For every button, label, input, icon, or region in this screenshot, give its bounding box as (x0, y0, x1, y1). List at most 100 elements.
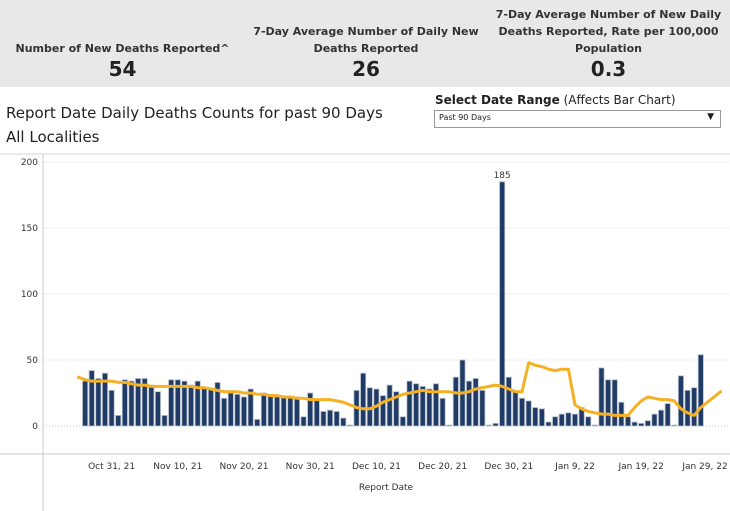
bar (466, 380, 473, 427)
bar (95, 378, 102, 427)
bar (545, 421, 552, 427)
x-tick-label: Nov 10, 21 (153, 462, 202, 472)
bar (611, 379, 618, 427)
bar (274, 396, 281, 427)
chart-title: Report Date Daily Deaths Counts for past… (6, 101, 383, 149)
bar (644, 420, 651, 427)
bar (101, 372, 108, 427)
bar (638, 422, 645, 427)
bar (234, 393, 241, 427)
bar (287, 396, 294, 427)
kpi-7day-average: 7-Day Average Number of Daily New Deaths… (245, 0, 487, 87)
bars (82, 181, 704, 427)
bar (684, 389, 691, 427)
bar (207, 388, 214, 427)
bar (479, 389, 486, 427)
bar (624, 416, 631, 427)
bar (452, 376, 459, 427)
bar (346, 424, 353, 427)
annotations: 185 (494, 171, 511, 181)
bar (605, 379, 612, 427)
x-tick-label: Jan 9, 22 (554, 462, 595, 472)
x-tick-label: Jan 29, 22 (681, 462, 727, 472)
bar (221, 397, 228, 427)
data-label: 185 (494, 171, 511, 181)
bar (485, 424, 492, 427)
bar (658, 409, 665, 427)
bar (446, 424, 453, 427)
kpi-label: 7-Day Average Number of New Daily Deaths… (495, 8, 722, 55)
kpi-value: 0.3 (590, 57, 627, 81)
bar (671, 424, 678, 427)
bar (664, 403, 671, 427)
date-range-label-note: (Affects Bar Chart) (559, 93, 676, 107)
bar (591, 424, 598, 427)
chart-title-line1: Report Date Daily Deaths Counts for past… (6, 104, 383, 122)
bar (174, 379, 181, 427)
x-tick-label: Dec 30, 21 (484, 462, 533, 472)
y-tick-label: 100 (21, 290, 38, 300)
bar (260, 392, 267, 427)
bar (499, 181, 506, 427)
bar (505, 376, 512, 427)
bar (82, 380, 89, 427)
bar (677, 375, 684, 427)
bar (188, 384, 195, 427)
bar (432, 383, 439, 427)
date-range-label: Select Date Range (Affects Bar Chart) (435, 93, 676, 107)
bar (313, 399, 320, 427)
bar (386, 384, 393, 427)
date-range-select[interactable]: Past 90 Days ▼ (434, 110, 721, 128)
bar (227, 392, 234, 427)
bar (419, 385, 426, 427)
y-tick-label: 200 (21, 158, 38, 168)
kpi-value: 54 (108, 57, 137, 81)
kpi-label: Number of New Deaths Reported^ (15, 42, 230, 55)
bar (280, 396, 287, 427)
bar (108, 389, 115, 427)
bar (565, 412, 572, 427)
x-tick-label: Nov 20, 21 (219, 462, 268, 472)
x-tick-label: Dec 20, 21 (418, 462, 467, 472)
seven-day-average-line-path (77, 361, 723, 417)
bar (181, 380, 188, 427)
bar (532, 407, 539, 427)
bar (393, 391, 400, 427)
bar (340, 417, 347, 427)
bar (472, 378, 479, 427)
bar (598, 367, 605, 427)
bar (697, 354, 704, 427)
bar (585, 416, 592, 427)
bar (558, 413, 565, 427)
bar (161, 415, 168, 427)
bar (247, 388, 254, 427)
bar (254, 418, 261, 427)
bar (154, 391, 161, 427)
bar (148, 384, 155, 427)
bar (201, 387, 208, 427)
bar (512, 391, 519, 427)
bar (293, 396, 300, 427)
bar (651, 413, 658, 427)
axes (0, 153, 730, 511)
y-tick-label: 0 (32, 422, 38, 432)
y-tick-label: 150 (21, 224, 38, 234)
chart-title-line2: All Localities (6, 128, 100, 146)
bar (327, 409, 334, 427)
bar (631, 421, 638, 427)
bar (333, 411, 340, 427)
bar (439, 397, 446, 427)
bar (300, 416, 307, 427)
bar (492, 422, 499, 427)
bar (572, 413, 579, 427)
bar (413, 383, 420, 427)
bar (128, 380, 135, 427)
chevron-down-icon[interactable]: ▼ (707, 112, 714, 122)
bar (121, 379, 128, 427)
bar (360, 372, 367, 427)
bar (168, 379, 175, 427)
seven-day-average-line (77, 361, 723, 417)
kpi-value: 26 (352, 57, 380, 81)
bar (426, 388, 433, 427)
kpi-band (0, 0, 730, 87)
